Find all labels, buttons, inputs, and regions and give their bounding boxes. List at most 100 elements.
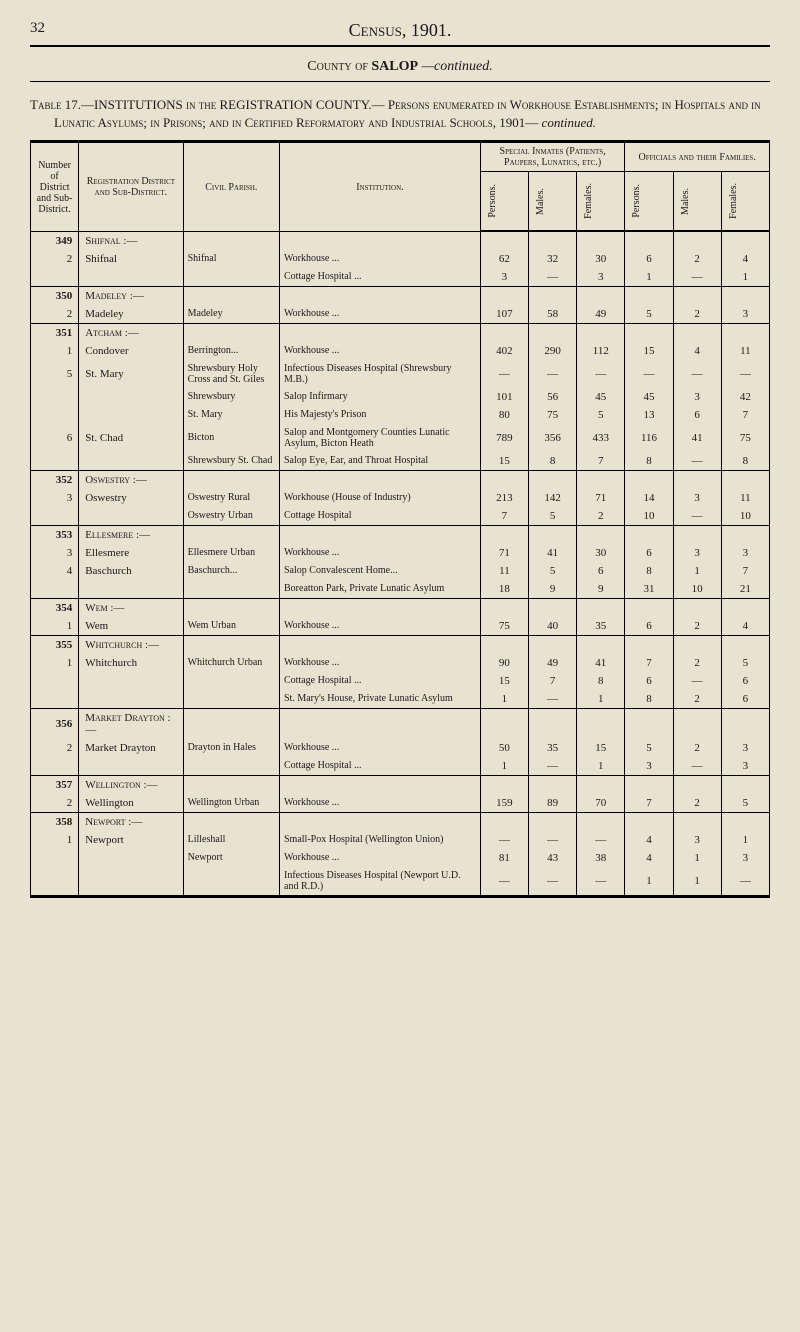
inmates-persons: 81 <box>480 849 528 867</box>
sub-number <box>31 452 79 471</box>
district-name: Wellington :— <box>79 775 183 794</box>
civil-parish: Baschurch... <box>183 562 279 580</box>
district-row: 354Wem :— <box>31 598 770 617</box>
inmates-persons: 62 <box>480 250 528 268</box>
table-row: St. MaryHis Majesty's Prison807551367 <box>31 406 770 424</box>
officials-males: 1 <box>673 867 721 897</box>
sub-number: 2 <box>31 250 79 268</box>
institution-name: Cottage Hospital ... <box>280 672 481 690</box>
inmates-persons: 101 <box>480 388 528 406</box>
civil-parish: Bicton <box>183 424 279 452</box>
officials-females: 75 <box>721 424 769 452</box>
inmates-males: 56 <box>529 388 577 406</box>
inmates-females: — <box>577 360 625 388</box>
table-row: NewportWorkhouse ...814338413 <box>31 849 770 867</box>
inmates-males: 142 <box>529 489 577 507</box>
sub-number <box>31 849 79 867</box>
civil-parish: Newport <box>183 849 279 867</box>
inmates-females: 38 <box>577 849 625 867</box>
sub-name <box>79 672 183 690</box>
district-row: 351Atcham :— <box>31 323 770 342</box>
table-header: Number of District and Sub-District. Reg… <box>31 142 770 231</box>
inmates-males: 75 <box>529 406 577 424</box>
district-row: 353Ellesmere :— <box>31 525 770 544</box>
table-row: 2Market DraytonDrayton in HalesWorkhouse… <box>31 739 770 757</box>
civil-parish <box>183 580 279 599</box>
inmates-persons: 159 <box>480 794 528 813</box>
officials-persons: 1 <box>625 867 673 897</box>
district-name: Newport :— <box>79 812 183 831</box>
inmates-females: 45 <box>577 388 625 406</box>
inmates-females: 2 <box>577 507 625 526</box>
inmates-persons: 789 <box>480 424 528 452</box>
officials-persons: 8 <box>625 452 673 471</box>
sub-number <box>31 690 79 709</box>
inmates-males: 35 <box>529 739 577 757</box>
officials-males: 1 <box>673 849 721 867</box>
sub-number <box>31 757 79 776</box>
table-row: 2MadeleyMadeleyWorkhouse ...1075849523 <box>31 305 770 324</box>
col-group-inmates: Special Inmates (Patients, Paupers, Luna… <box>480 142 625 172</box>
inmates-males: 40 <box>529 617 577 636</box>
inmates-persons: 15 <box>480 672 528 690</box>
table-row: 1NewportLilleshallSmall-Pox Hospital (We… <box>31 831 770 849</box>
sub-name <box>79 268 183 287</box>
table-row: 5St. MaryShrewsbury Holy Cross and St. G… <box>31 360 770 388</box>
inmates-females: 1 <box>577 757 625 776</box>
inmates-males: — <box>529 831 577 849</box>
officials-males: 2 <box>673 617 721 636</box>
district-number: 349 <box>31 231 79 250</box>
county-line: County of SALOP —continued. <box>30 53 770 82</box>
officials-males: 2 <box>673 250 721 268</box>
col-off-females: Females. <box>721 172 769 231</box>
district-number: 350 <box>31 286 79 305</box>
officials-persons: 6 <box>625 617 673 636</box>
sub-number: 3 <box>31 544 79 562</box>
inmates-males: 41 <box>529 544 577 562</box>
table-row: 1WhitchurchWhitchurch UrbanWorkhouse ...… <box>31 654 770 672</box>
institution-name: Cottage Hospital ... <box>280 268 481 287</box>
inmates-persons: — <box>480 831 528 849</box>
sub-name <box>79 406 183 424</box>
officials-females: 6 <box>721 672 769 690</box>
officials-persons: 3 <box>625 757 673 776</box>
col-registration: Registration District and Sub-District. <box>79 142 183 231</box>
officials-persons: 45 <box>625 388 673 406</box>
district-name: Ellesmere :— <box>79 525 183 544</box>
col-females: Females. <box>577 172 625 231</box>
sub-number: 1 <box>31 342 79 360</box>
officials-males: 3 <box>673 489 721 507</box>
inmates-females: 15 <box>577 739 625 757</box>
institution-name: Workhouse ... <box>280 617 481 636</box>
civil-parish <box>183 867 279 897</box>
officials-persons: 5 <box>625 305 673 324</box>
sub-name: Whitchurch <box>79 654 183 672</box>
sub-name: Ellesmere <box>79 544 183 562</box>
sub-number: 1 <box>31 617 79 636</box>
civil-parish: Madeley <box>183 305 279 324</box>
officials-males: — <box>673 360 721 388</box>
civil-parish: Drayton in Hales <box>183 739 279 757</box>
sub-name: Wellington <box>79 794 183 813</box>
inmates-females: 9 <box>577 580 625 599</box>
inmates-males: 89 <box>529 794 577 813</box>
col-district-num: Number of District and Sub-District. <box>31 142 79 231</box>
civil-parish: Shrewsbury <box>183 388 279 406</box>
officials-females: 3 <box>721 757 769 776</box>
officials-persons: 4 <box>625 831 673 849</box>
civil-parish <box>183 757 279 776</box>
district-name: Oswestry :— <box>79 470 183 489</box>
sub-number <box>31 388 79 406</box>
inmates-males: 58 <box>529 305 577 324</box>
sub-name <box>79 388 183 406</box>
sub-name <box>79 580 183 599</box>
col-off-persons: Persons. <box>625 172 673 231</box>
inmates-females: 49 <box>577 305 625 324</box>
sub-number: 5 <box>31 360 79 388</box>
sub-name: St. Chad <box>79 424 183 452</box>
inmates-males: — <box>529 757 577 776</box>
institution-name: Salop Convalescent Home... <box>280 562 481 580</box>
inmates-persons: 75 <box>480 617 528 636</box>
table-row: 1CondoverBerrington...Workhouse ...40229… <box>31 342 770 360</box>
inmates-females: 6 <box>577 562 625 580</box>
